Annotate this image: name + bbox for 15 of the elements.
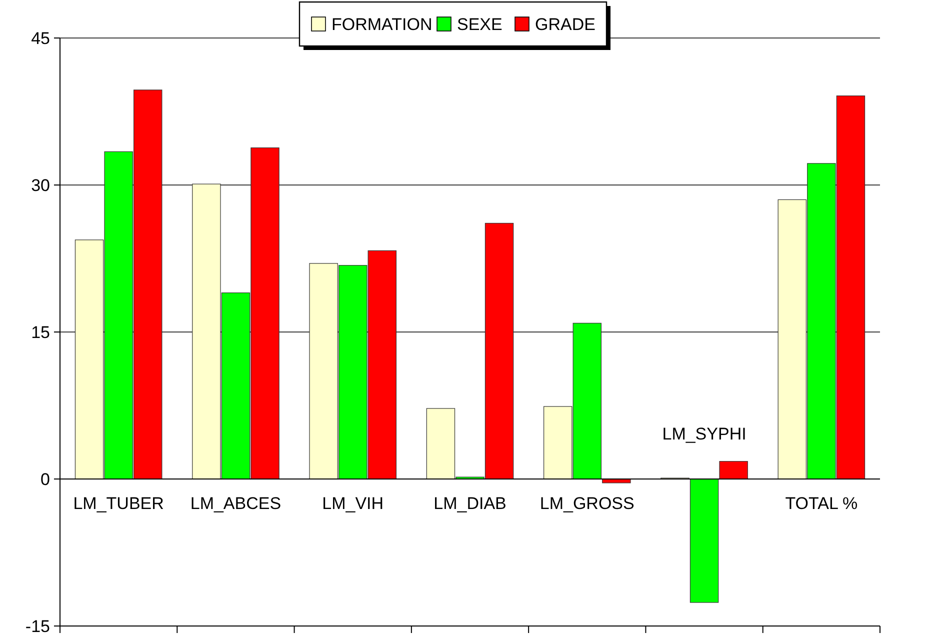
legend-label: SEXE — [457, 15, 502, 34]
y-tick-label: 45 — [31, 28, 50, 48]
x-tick-label: LM_ABCES — [190, 494, 282, 513]
x-tick-label: LM_GROSS — [540, 494, 634, 513]
y-tick-label: 15 — [31, 322, 50, 342]
legend-label: FORMATION — [332, 15, 432, 34]
legend-label: GRADE — [535, 15, 596, 34]
x-tick-label: LM_VIH — [322, 494, 384, 513]
x-tick-label: LM_SYPHI — [662, 424, 746, 444]
x-tick-label: LM_DIAB — [434, 494, 506, 513]
y-tick-label: -15 — [25, 616, 50, 636]
y-tick-label: 0 — [40, 470, 50, 489]
x-tick-label: LM_TUBER — [73, 494, 164, 513]
x-tick-label: TOTAL % — [785, 494, 858, 513]
y-tick-label: 30 — [31, 176, 50, 195]
